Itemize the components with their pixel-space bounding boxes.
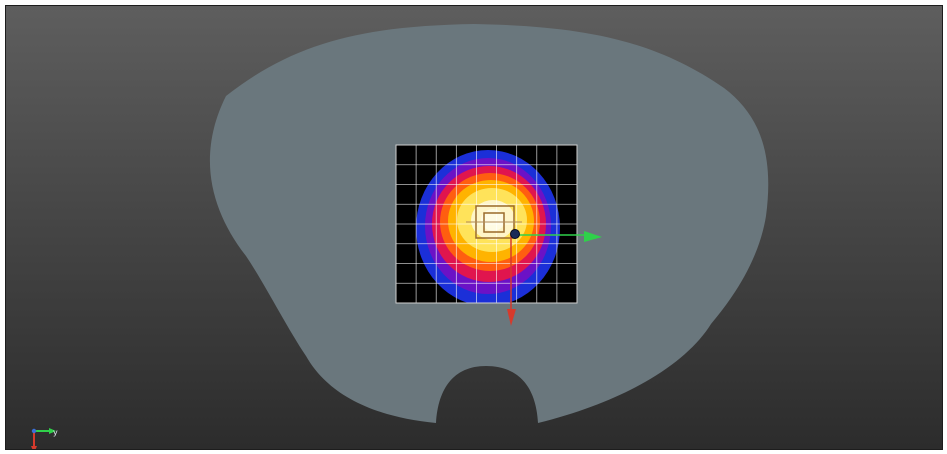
triad-z-axis	[31, 428, 37, 434]
triad-y-arrow-icon	[31, 446, 37, 449]
dose-grid	[396, 145, 577, 303]
3d-viewport[interactable]: y	[5, 5, 943, 450]
triad-x-arrow-icon	[49, 428, 56, 434]
gizmo-origin-handle[interactable]	[510, 229, 520, 239]
dose-distribution-map[interactable]	[395, 144, 578, 306]
view-orientation-triad: y	[31, 428, 58, 449]
triad-y-label: y	[53, 428, 58, 437]
y-axis-arrow-icon[interactable]	[507, 309, 516, 326]
transform-gizmo[interactable]	[507, 229, 602, 327]
dose-isodose-bright	[481, 209, 505, 231]
scene-canvas[interactable]: y	[6, 6, 943, 450]
x-axis-arrow-icon[interactable]	[584, 231, 602, 242]
